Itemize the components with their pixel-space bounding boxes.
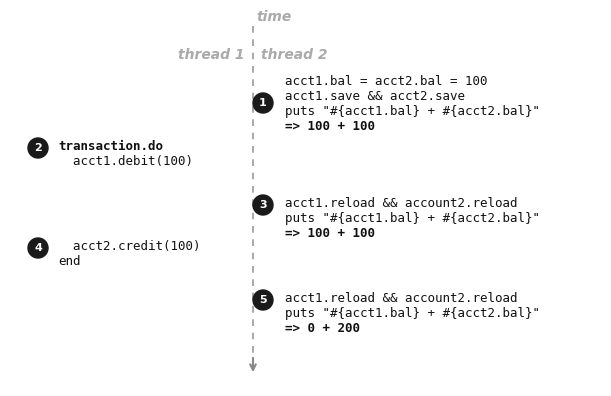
Text: time: time: [256, 10, 291, 24]
Text: acct1.reload && account2.reload: acct1.reload && account2.reload: [285, 197, 518, 210]
Circle shape: [28, 238, 48, 258]
Circle shape: [253, 195, 273, 215]
Text: puts "#{acct1.bal} + #{acct2.bal}": puts "#{acct1.bal} + #{acct2.bal}": [285, 105, 540, 118]
Text: => 100 + 100: => 100 + 100: [285, 227, 375, 240]
Text: => 100 + 100: => 100 + 100: [285, 120, 375, 133]
Text: end: end: [58, 255, 81, 268]
Text: acct1.bal = acct2.bal = 100: acct1.bal = acct2.bal = 100: [285, 75, 488, 88]
Text: puts "#{acct1.bal} + #{acct2.bal}": puts "#{acct1.bal} + #{acct2.bal}": [285, 212, 540, 225]
Text: transaction.do: transaction.do: [58, 140, 163, 153]
Text: 3: 3: [259, 200, 267, 210]
Circle shape: [253, 93, 273, 113]
Text: acct1.debit(100): acct1.debit(100): [58, 155, 193, 168]
Text: acct2.credit(100): acct2.credit(100): [58, 240, 200, 253]
Text: thread 1: thread 1: [178, 48, 245, 62]
Text: 2: 2: [34, 143, 42, 153]
Text: thread 2: thread 2: [261, 48, 327, 62]
Text: 5: 5: [259, 295, 267, 305]
Circle shape: [28, 138, 48, 158]
Text: => 0 + 200: => 0 + 200: [285, 322, 360, 335]
Circle shape: [253, 290, 273, 310]
Text: 1: 1: [259, 98, 267, 108]
Text: acct1.save && acct2.save: acct1.save && acct2.save: [285, 90, 465, 103]
Text: 4: 4: [34, 243, 42, 253]
Text: puts "#{acct1.bal} + #{acct2.bal}": puts "#{acct1.bal} + #{acct2.bal}": [285, 307, 540, 320]
Text: acct1.reload && account2.reload: acct1.reload && account2.reload: [285, 292, 518, 305]
